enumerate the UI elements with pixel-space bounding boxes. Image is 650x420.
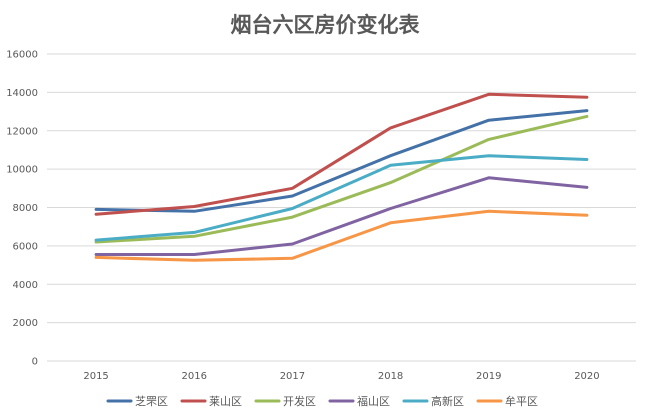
data-point — [193, 235, 196, 238]
legend-item: 牟平区 — [476, 394, 538, 408]
data-point — [487, 176, 490, 179]
x-tick-label: 2015 — [83, 371, 108, 382]
y-tick-label: 2000 — [13, 318, 38, 329]
x-tick-label: 2018 — [378, 371, 403, 382]
data-point — [94, 253, 98, 256]
y-tick-label: 0 — [32, 357, 38, 368]
legend-item: 芝罘区 — [106, 395, 168, 408]
data-point — [487, 118, 490, 122]
legend-label: 芝罘区 — [135, 395, 168, 408]
data-point — [291, 207, 294, 210]
data-point — [389, 181, 392, 184]
data-point — [291, 215, 294, 219]
legend-item: 开发区 — [254, 394, 316, 408]
legend-label: 牟平区 — [505, 394, 538, 408]
data-point — [389, 126, 392, 130]
data-point — [487, 210, 490, 213]
data-point — [94, 256, 98, 259]
series-2 — [94, 92, 589, 216]
data-point — [389, 207, 392, 210]
x-axis-ticks: 2015 2016 2017 2018 2019 2020 — [83, 371, 599, 382]
data-point — [94, 213, 98, 216]
series-line — [94, 176, 589, 256]
x-tick-label: 2020 — [574, 371, 599, 382]
x-tick-label: 2017 — [280, 371, 305, 382]
data-point — [585, 158, 589, 161]
y-tick-label: 4000 — [13, 280, 38, 291]
data-point — [94, 238, 98, 242]
data-point — [291, 242, 294, 246]
data-point — [291, 187, 294, 190]
series-line — [94, 92, 589, 216]
data-point — [291, 194, 294, 198]
data-point — [193, 253, 196, 256]
data-point — [389, 154, 392, 157]
y-tick-label: 8000 — [13, 203, 38, 214]
series-line — [94, 209, 589, 262]
legend-label: 高新区 — [431, 394, 464, 408]
data-point — [487, 93, 490, 96]
y-tick-label: 16000 — [6, 50, 38, 61]
y-tick-label: 6000 — [13, 241, 38, 252]
series-lines — [94, 92, 589, 262]
legend-label: 福山区 — [357, 394, 390, 408]
legend-item: 福山区 — [328, 394, 390, 408]
data-point — [389, 164, 392, 167]
chart-title: 烟台六区房价变化表 — [231, 12, 421, 37]
data-point — [585, 186, 589, 189]
gridlines — [47, 53, 636, 362]
x-tick-label: 2016 — [182, 371, 207, 382]
series-line — [94, 109, 589, 213]
y-tick-label: 14000 — [6, 88, 38, 99]
series-line — [94, 154, 589, 242]
data-point — [585, 213, 589, 217]
series-3 — [94, 114, 589, 244]
series-1 — [94, 109, 589, 213]
x-tick-label: 2019 — [476, 371, 501, 382]
data-point — [193, 259, 196, 262]
series-6 — [94, 209, 589, 262]
data-point — [389, 221, 392, 225]
legend-label: 莱山区 — [209, 395, 242, 408]
data-point — [585, 95, 589, 99]
series-line — [94, 114, 589, 244]
legend-item: 莱山区 — [180, 395, 242, 408]
data-point — [487, 154, 490, 157]
legend: 芝罘区 莱山区 开发区 福山区 高新区 牟平区 — [106, 394, 538, 408]
data-point — [487, 138, 490, 141]
data-point — [193, 205, 196, 208]
data-point — [291, 257, 294, 260]
data-point — [585, 109, 589, 112]
y-axis-ticks: 0 2000 4000 6000 8000 10000 12000 14000 16000 — [6, 50, 38, 368]
data-point — [193, 231, 196, 234]
data-point — [193, 210, 196, 213]
series-4 — [94, 176, 589, 256]
legend-item: 高新区 — [402, 394, 464, 408]
data-point — [585, 115, 589, 118]
series-5 — [94, 154, 589, 242]
y-tick-label: 10000 — [6, 165, 38, 176]
y-tick-label: 12000 — [6, 126, 38, 137]
legend-label: 开发区 — [283, 394, 316, 408]
data-point — [94, 208, 98, 211]
